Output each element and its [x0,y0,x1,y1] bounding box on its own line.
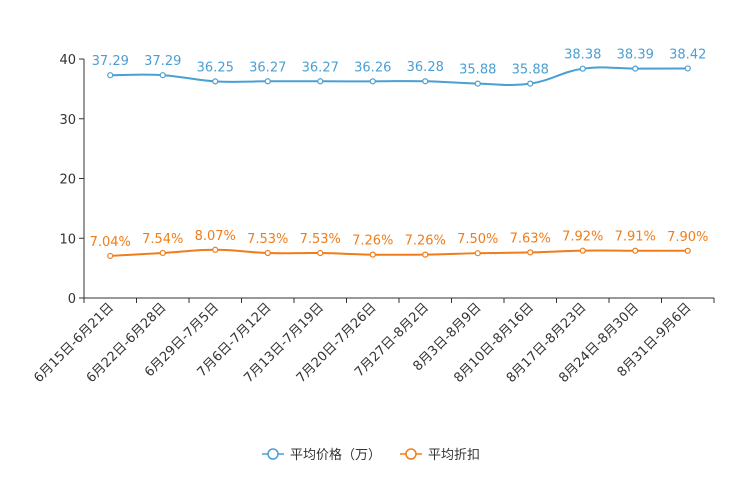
data-label: 8.07% [195,229,236,244]
data-label: 36.28 [407,60,444,75]
data-label: 36.25 [197,60,234,75]
legend-label-0: 平均价格（万） [290,447,381,463]
data-point [107,72,114,79]
data-point [159,249,166,257]
data-label: 35.88 [512,63,549,78]
data-point [632,65,639,72]
data-label: 36.27 [249,60,286,75]
data-point [212,78,219,85]
data-label: 37.29 [144,54,181,69]
y-tick-label: 30 [59,113,76,128]
data-point [474,250,481,257]
data-point [369,251,376,258]
legend: 平均价格（万） 平均折扣 [262,447,480,463]
data-label: 36.27 [302,60,339,75]
data-label: 7.26% [352,234,393,249]
data-label: 7.53% [247,232,288,247]
data-label: 7.92% [562,230,603,245]
data-point [422,78,429,85]
y-tick-label: 40 [59,53,76,68]
data-point [317,249,324,257]
data-label: 7.54% [142,232,183,247]
axes: 0102030406月15日-6月21日6月22日-6月28日6月29日-7月5… [31,53,715,386]
data-label: 7.04% [90,235,131,250]
y-tick-label: 0 [68,292,76,307]
data-point [474,80,481,87]
data-point [632,247,639,254]
data-point [684,65,691,72]
data-point [159,72,166,79]
data-label: 7.53% [300,232,341,247]
data-point [579,65,586,72]
data-point [527,80,534,87]
series-line-0 [110,66,688,87]
data-point [107,252,114,260]
data-label: 7.90% [667,230,708,245]
legend-label-1: 平均折扣 [428,448,480,463]
data-label: 38.42 [669,47,706,62]
data-label: 7.63% [510,231,551,246]
y-tick-label: 20 [59,173,76,188]
data-point [264,249,271,257]
data-point [212,246,219,253]
data-label: 7.50% [457,232,498,247]
data-point [264,78,271,85]
data-point [527,249,534,256]
data-point [579,247,586,254]
data-label: 37.29 [92,54,129,69]
legend-marker [405,448,417,460]
y-tick-label: 10 [59,232,76,247]
data-label: 38.38 [564,48,601,63]
data-label: 36.26 [354,60,391,75]
series-line-1 [110,248,688,257]
series-layer: 37.29 37.29 36.25 36.27 36.27 36.26 36.28 35.88… [90,47,708,260]
data-label: 38.39 [617,48,654,63]
data-point [684,247,691,254]
data-point [422,251,429,258]
data-label: 7.26% [405,234,446,249]
data-label: 7.91% [615,230,656,245]
data-point [369,78,376,85]
legend-marker [267,448,279,460]
data-label: 35.88 [459,63,496,78]
data-point [317,78,324,85]
